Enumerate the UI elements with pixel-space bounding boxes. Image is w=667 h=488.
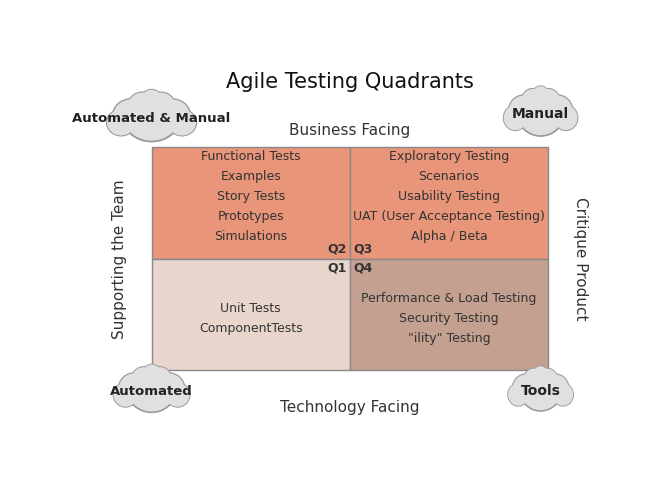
Ellipse shape: [147, 366, 173, 394]
Text: Functional Tests
Examples
Story Tests
Prototypes
Simulations: Functional Tests Examples Story Tests Pr…: [201, 150, 301, 244]
Ellipse shape: [532, 366, 549, 387]
Text: Critique Product: Critique Product: [574, 197, 588, 321]
Ellipse shape: [147, 93, 175, 121]
Ellipse shape: [107, 110, 135, 136]
Bar: [151, 259, 350, 370]
Text: Automated: Automated: [110, 385, 193, 398]
Ellipse shape: [537, 89, 560, 116]
Ellipse shape: [154, 373, 184, 403]
Ellipse shape: [542, 94, 574, 127]
Ellipse shape: [123, 95, 180, 142]
Ellipse shape: [504, 105, 527, 130]
Ellipse shape: [554, 104, 578, 131]
Ellipse shape: [119, 373, 149, 403]
Ellipse shape: [131, 367, 155, 393]
Ellipse shape: [127, 91, 157, 122]
Ellipse shape: [509, 96, 538, 126]
Text: Q3: Q3: [353, 243, 372, 256]
Text: Q4: Q4: [353, 262, 372, 275]
Ellipse shape: [503, 104, 528, 131]
Ellipse shape: [153, 372, 185, 404]
Ellipse shape: [118, 372, 151, 404]
Text: Tools: Tools: [521, 384, 560, 398]
Ellipse shape: [168, 110, 196, 136]
Ellipse shape: [532, 366, 550, 388]
Bar: [151, 147, 350, 259]
Ellipse shape: [167, 109, 197, 137]
Ellipse shape: [113, 383, 137, 407]
Ellipse shape: [520, 88, 545, 117]
Ellipse shape: [523, 367, 545, 394]
Ellipse shape: [142, 365, 161, 387]
Ellipse shape: [518, 93, 563, 135]
Text: Exploratory Testing
Scenarios
Usability Testing
UAT (User Acceptance Testing)
Al: Exploratory Testing Scenarios Usability …: [354, 150, 545, 244]
Ellipse shape: [530, 85, 551, 110]
Text: Q2: Q2: [327, 243, 347, 256]
Ellipse shape: [538, 368, 558, 393]
Text: Agile Testing Quadrants: Agile Testing Quadrants: [226, 72, 474, 92]
Ellipse shape: [521, 89, 544, 116]
Ellipse shape: [139, 89, 164, 115]
Ellipse shape: [154, 100, 189, 131]
Ellipse shape: [508, 384, 528, 406]
Ellipse shape: [542, 373, 570, 404]
Bar: [350, 259, 548, 370]
Text: Performance & Load Testing
Security Testing
"ility" Testing: Performance & Load Testing Security Test…: [362, 292, 537, 345]
Ellipse shape: [148, 367, 171, 393]
Ellipse shape: [536, 367, 559, 394]
Ellipse shape: [153, 98, 191, 133]
Text: Unit Tests
ComponentTests: Unit Tests ComponentTests: [199, 302, 303, 335]
Text: Technology Facing: Technology Facing: [280, 400, 420, 415]
Ellipse shape: [113, 382, 139, 407]
Bar: [350, 147, 548, 259]
Ellipse shape: [512, 373, 540, 404]
Ellipse shape: [141, 364, 162, 387]
Text: Business Facing: Business Facing: [289, 123, 411, 138]
Ellipse shape: [513, 375, 539, 402]
Ellipse shape: [112, 98, 151, 133]
Ellipse shape: [531, 86, 550, 109]
Text: Manual: Manual: [512, 107, 569, 121]
Ellipse shape: [127, 369, 176, 413]
Ellipse shape: [113, 100, 149, 131]
Ellipse shape: [552, 383, 574, 407]
Ellipse shape: [543, 96, 572, 126]
Ellipse shape: [517, 91, 564, 137]
Ellipse shape: [128, 93, 156, 121]
Ellipse shape: [553, 384, 573, 406]
Ellipse shape: [521, 372, 560, 410]
Ellipse shape: [140, 90, 163, 114]
Ellipse shape: [146, 91, 176, 122]
Ellipse shape: [536, 88, 561, 117]
Ellipse shape: [131, 366, 156, 394]
Text: Automated & Manual: Automated & Manual: [73, 112, 231, 125]
Text: Q1: Q1: [327, 262, 347, 275]
Text: Supporting the Team: Supporting the Team: [111, 179, 127, 339]
Ellipse shape: [106, 109, 136, 137]
Ellipse shape: [129, 371, 174, 411]
Ellipse shape: [508, 94, 540, 127]
Ellipse shape: [165, 383, 189, 407]
Ellipse shape: [508, 383, 530, 407]
Ellipse shape: [554, 105, 578, 130]
Ellipse shape: [165, 382, 191, 407]
Ellipse shape: [524, 368, 544, 393]
Ellipse shape: [542, 375, 568, 402]
Ellipse shape: [520, 370, 562, 412]
Ellipse shape: [125, 97, 178, 141]
